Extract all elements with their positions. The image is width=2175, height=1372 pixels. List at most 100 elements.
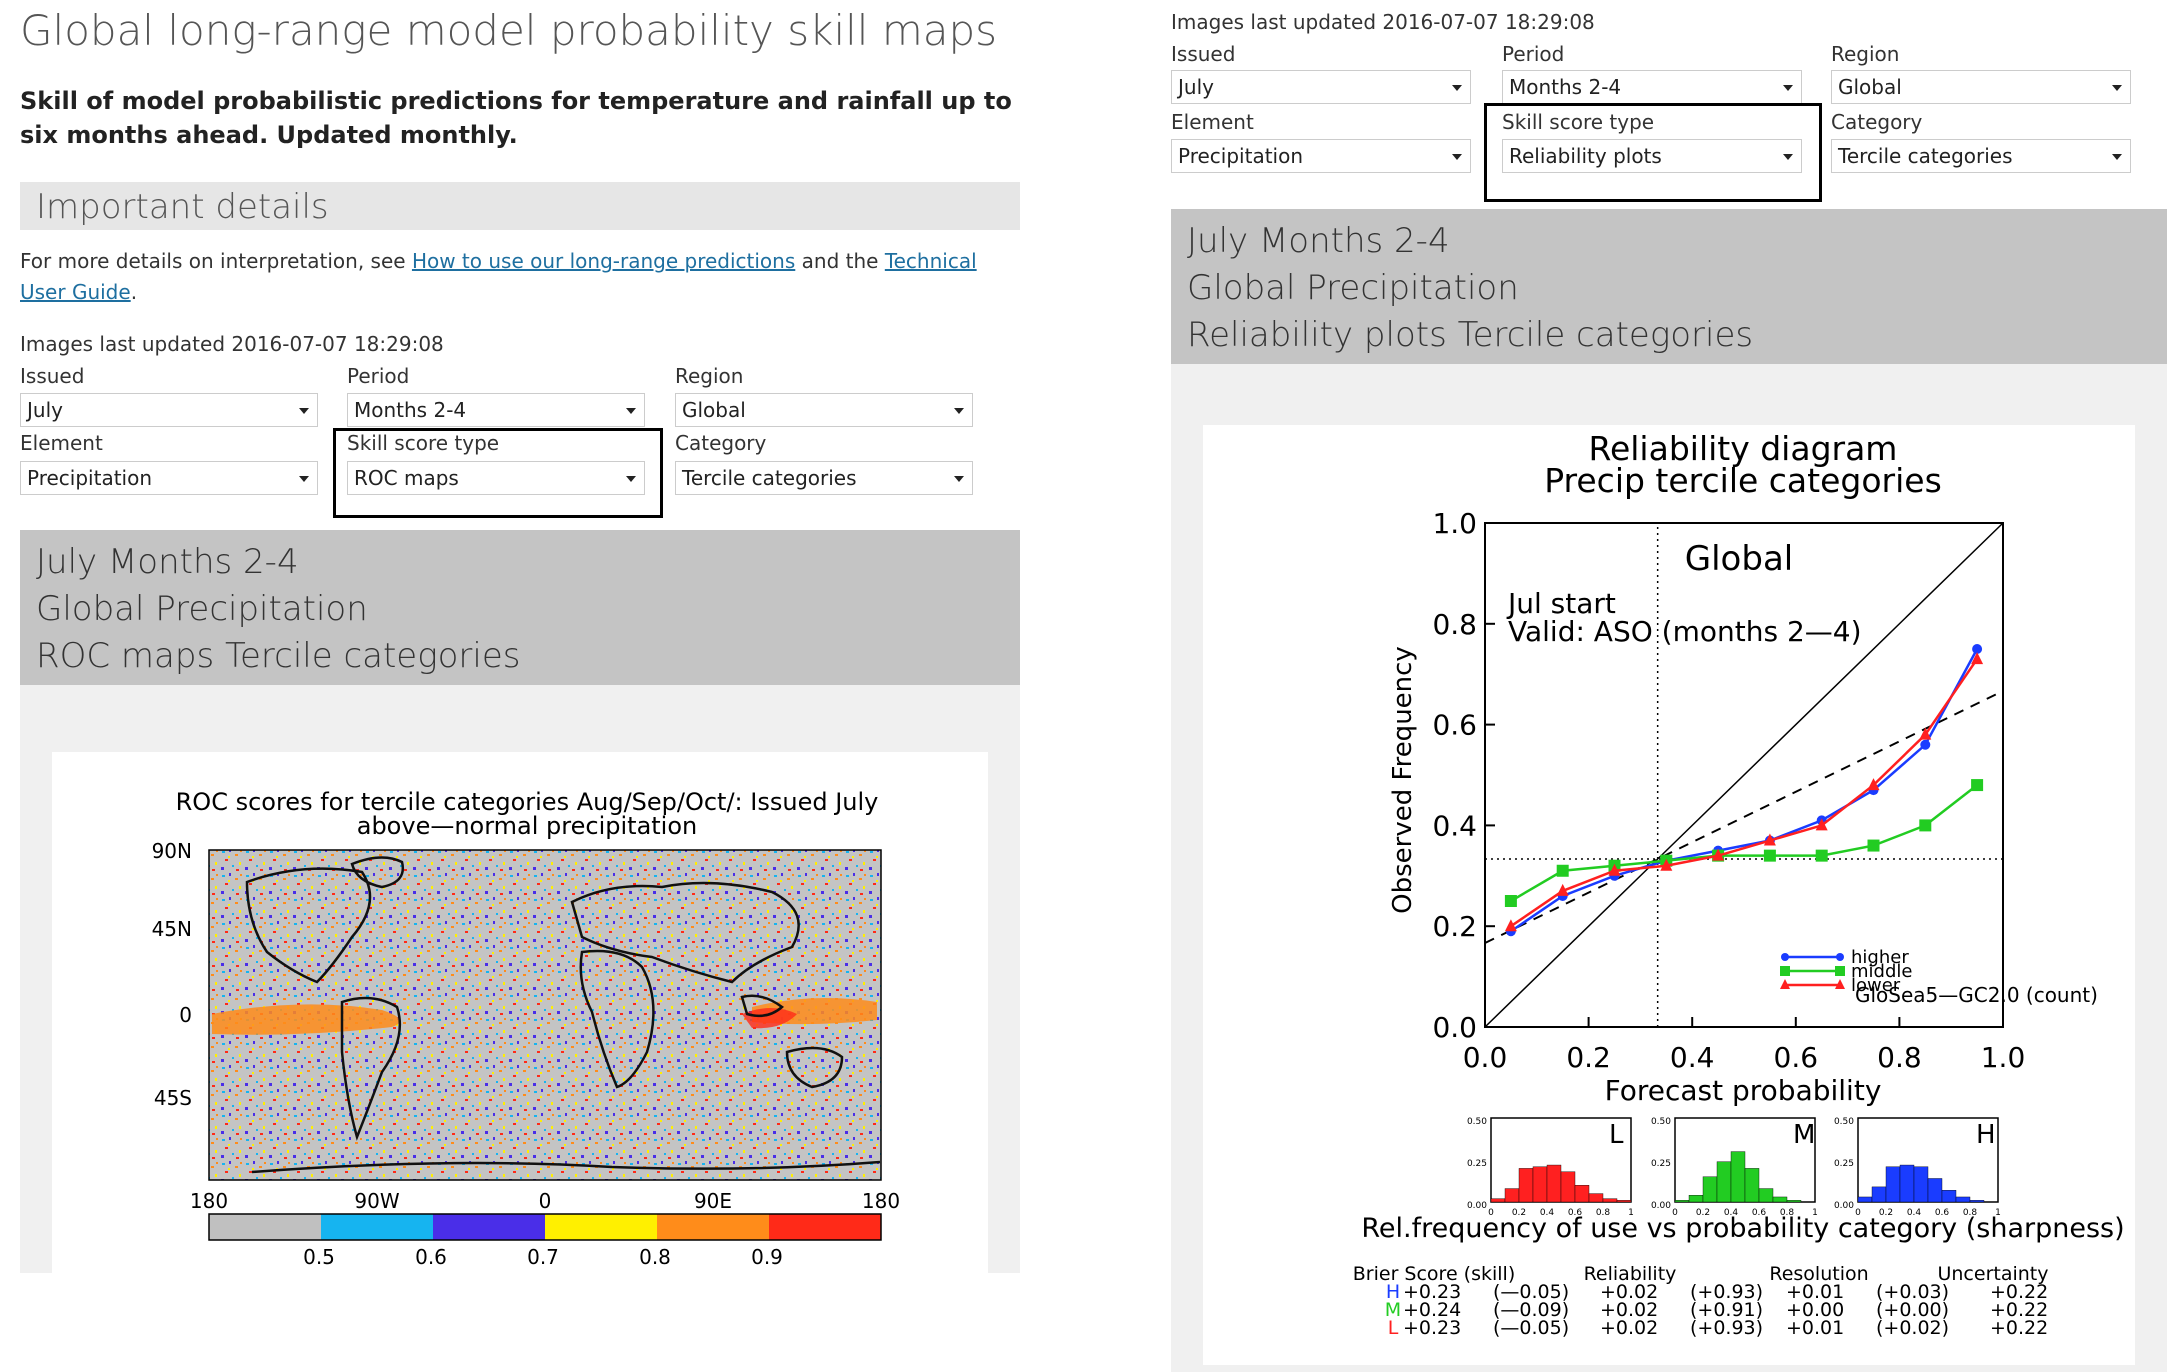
skill-score-label-right: Skill score type xyxy=(1502,110,1655,134)
lon-label: 90E xyxy=(694,1189,732,1213)
chevron-down-icon xyxy=(1452,154,1462,160)
lat-label: 90N xyxy=(152,839,192,863)
category-label: Category xyxy=(675,431,767,455)
legend-marker-lower xyxy=(1780,979,1790,989)
x-tick-label: 0.0 xyxy=(1463,1041,1508,1074)
region-value-right: Global xyxy=(1838,75,1902,99)
histogram-bar-M xyxy=(1688,1195,1704,1203)
histogram-bar-H xyxy=(1913,1166,1929,1203)
period-select[interactable]: Months 2-4 xyxy=(347,393,645,427)
issued-select-right[interactable]: July xyxy=(1171,70,1471,104)
histogram-bar-H xyxy=(1857,1196,1873,1203)
histogram-bar-M xyxy=(1772,1196,1788,1203)
how-to-use-link[interactable]: How to use our long-range predictions xyxy=(411,249,796,273)
score-value: (+0.03) xyxy=(1876,1281,1949,1303)
skill-score-select[interactable]: ROC maps xyxy=(347,461,645,495)
colorbar-segment xyxy=(433,1214,545,1240)
score-value: (+0.91) xyxy=(1690,1299,1763,1321)
score-value: +0.24 xyxy=(1403,1299,1461,1321)
issued-select[interactable]: July xyxy=(20,393,318,427)
element-select-right[interactable]: Precipitation xyxy=(1171,139,1471,173)
element-label-right: Element xyxy=(1171,110,1254,134)
score-header: Uncertainty xyxy=(1937,1263,2048,1285)
histogram-bar-H xyxy=(1941,1190,1957,1203)
histogram-x-tick: 0.8 xyxy=(1780,1208,1795,1218)
selection-summary-right: July Months 2-4 Global Precipitation Rel… xyxy=(1171,209,2167,364)
histogram-y-tick: 0.00 xyxy=(1467,1201,1487,1211)
point-lower xyxy=(1971,652,1984,665)
histogram-letter: L xyxy=(1609,1120,1624,1150)
histogram-bar-H xyxy=(1955,1196,1971,1203)
score-value: (—0.09) xyxy=(1493,1299,1569,1321)
period-select-right[interactable]: Months 2-4 xyxy=(1502,70,1802,104)
histogram-bar-L xyxy=(1490,1198,1506,1203)
histogram-y-tick: 0.00 xyxy=(1651,1201,1671,1211)
histogram-y-tick: 0.25 xyxy=(1467,1159,1487,1169)
histogram-bar-L xyxy=(1588,1193,1604,1203)
histogram-x-tick: 0.2 xyxy=(1512,1208,1526,1218)
details-paragraph: For more details on interpretation, see … xyxy=(20,246,1020,308)
category-value-right: Tercile categories xyxy=(1838,144,2013,168)
skill-score-select-right[interactable]: Reliability plots xyxy=(1502,139,1802,173)
colorbar-label: 0.5 xyxy=(303,1245,335,1269)
point-middle xyxy=(1504,895,1517,907)
score-value: (+0.02) xyxy=(1876,1317,1949,1339)
histogram-bar-L xyxy=(1532,1166,1548,1203)
histogram-x-tick: 0.6 xyxy=(1752,1208,1767,1218)
histogram-y-tick: 0.50 xyxy=(1651,1117,1671,1127)
score-value: +0.00 xyxy=(1786,1299,1844,1321)
summary-line-1-right: July Months 2-4 xyxy=(1187,221,1450,261)
chevron-down-icon xyxy=(626,476,636,482)
continent-outlines xyxy=(245,856,881,1174)
score-value: (—0.05) xyxy=(1493,1281,1569,1303)
element-value-right: Precipitation xyxy=(1178,144,1304,168)
technical-guide-link[interactable]: Technical User Guide xyxy=(20,249,977,304)
histogram-bar-L xyxy=(1616,1200,1632,1203)
point-middle xyxy=(1919,819,1932,832)
category-select-right[interactable]: Tercile categories xyxy=(1831,139,2131,173)
plot-start: Jul start xyxy=(1506,587,1616,620)
histogram-x-tick: 0.8 xyxy=(1596,1208,1611,1218)
point-higher xyxy=(1972,644,1983,654)
histogram-bar-M xyxy=(1730,1151,1746,1203)
y-axis-label: Observed Frequency xyxy=(1388,646,1418,914)
point-lower xyxy=(1556,883,1569,896)
colorbar-label: 0.6 xyxy=(415,1245,447,1269)
point-lower xyxy=(1660,858,1673,871)
region-select-right[interactable]: Global xyxy=(1831,70,2131,104)
score-value: +0.23 xyxy=(1403,1317,1461,1339)
lat-label: 45S xyxy=(154,1086,192,1110)
chevron-down-icon xyxy=(2112,154,2122,160)
skill-score-label: Skill score type xyxy=(347,431,500,455)
histogram-letter: M xyxy=(1793,1120,1815,1150)
score-value: +0.02 xyxy=(1600,1299,1658,1321)
summary-line-2-right: Global Precipitation xyxy=(1187,268,1519,308)
point-lower xyxy=(1919,727,1932,740)
score-value: (—0.05) xyxy=(1493,1317,1569,1339)
point-lower xyxy=(1763,833,1776,846)
selection-summary: July Months 2-4 Global Precipitation ROC… xyxy=(20,530,1020,685)
histogram-x-tick: 0 xyxy=(1672,1208,1678,1218)
histogram-bar-H xyxy=(1885,1166,1901,1203)
summary-line-2: Global Precipitation xyxy=(36,589,368,629)
details-text-end: . xyxy=(130,280,138,304)
histogram-bar-M xyxy=(1716,1161,1732,1203)
period-value-right: Months 2-4 xyxy=(1509,75,1622,99)
y-tick-label: 0.4 xyxy=(1432,809,1477,842)
issued-label: Issued xyxy=(20,364,85,388)
colorbar-segment xyxy=(321,1214,433,1240)
histogram-x-tick: 0.6 xyxy=(1935,1208,1950,1218)
category-select[interactable]: Tercile categories xyxy=(675,461,973,495)
histogram-x-tick: 0 xyxy=(1488,1208,1494,1218)
last-updated: Images last updated 2016-07-07 18:29:08 xyxy=(20,332,444,356)
colorbar-segment xyxy=(209,1214,321,1240)
important-details-header: Important details xyxy=(20,182,1020,230)
region-select[interactable]: Global xyxy=(675,393,973,427)
point-lower xyxy=(1504,919,1517,932)
skill-score-value: ROC maps xyxy=(354,466,459,490)
chevron-down-icon xyxy=(2112,85,2122,91)
histogram-x-tick: 0.2 xyxy=(1879,1208,1893,1218)
details-text: For more details on interpretation, see xyxy=(20,249,406,273)
element-select[interactable]: Precipitation xyxy=(20,461,318,495)
score-category: M xyxy=(1385,1299,1401,1321)
